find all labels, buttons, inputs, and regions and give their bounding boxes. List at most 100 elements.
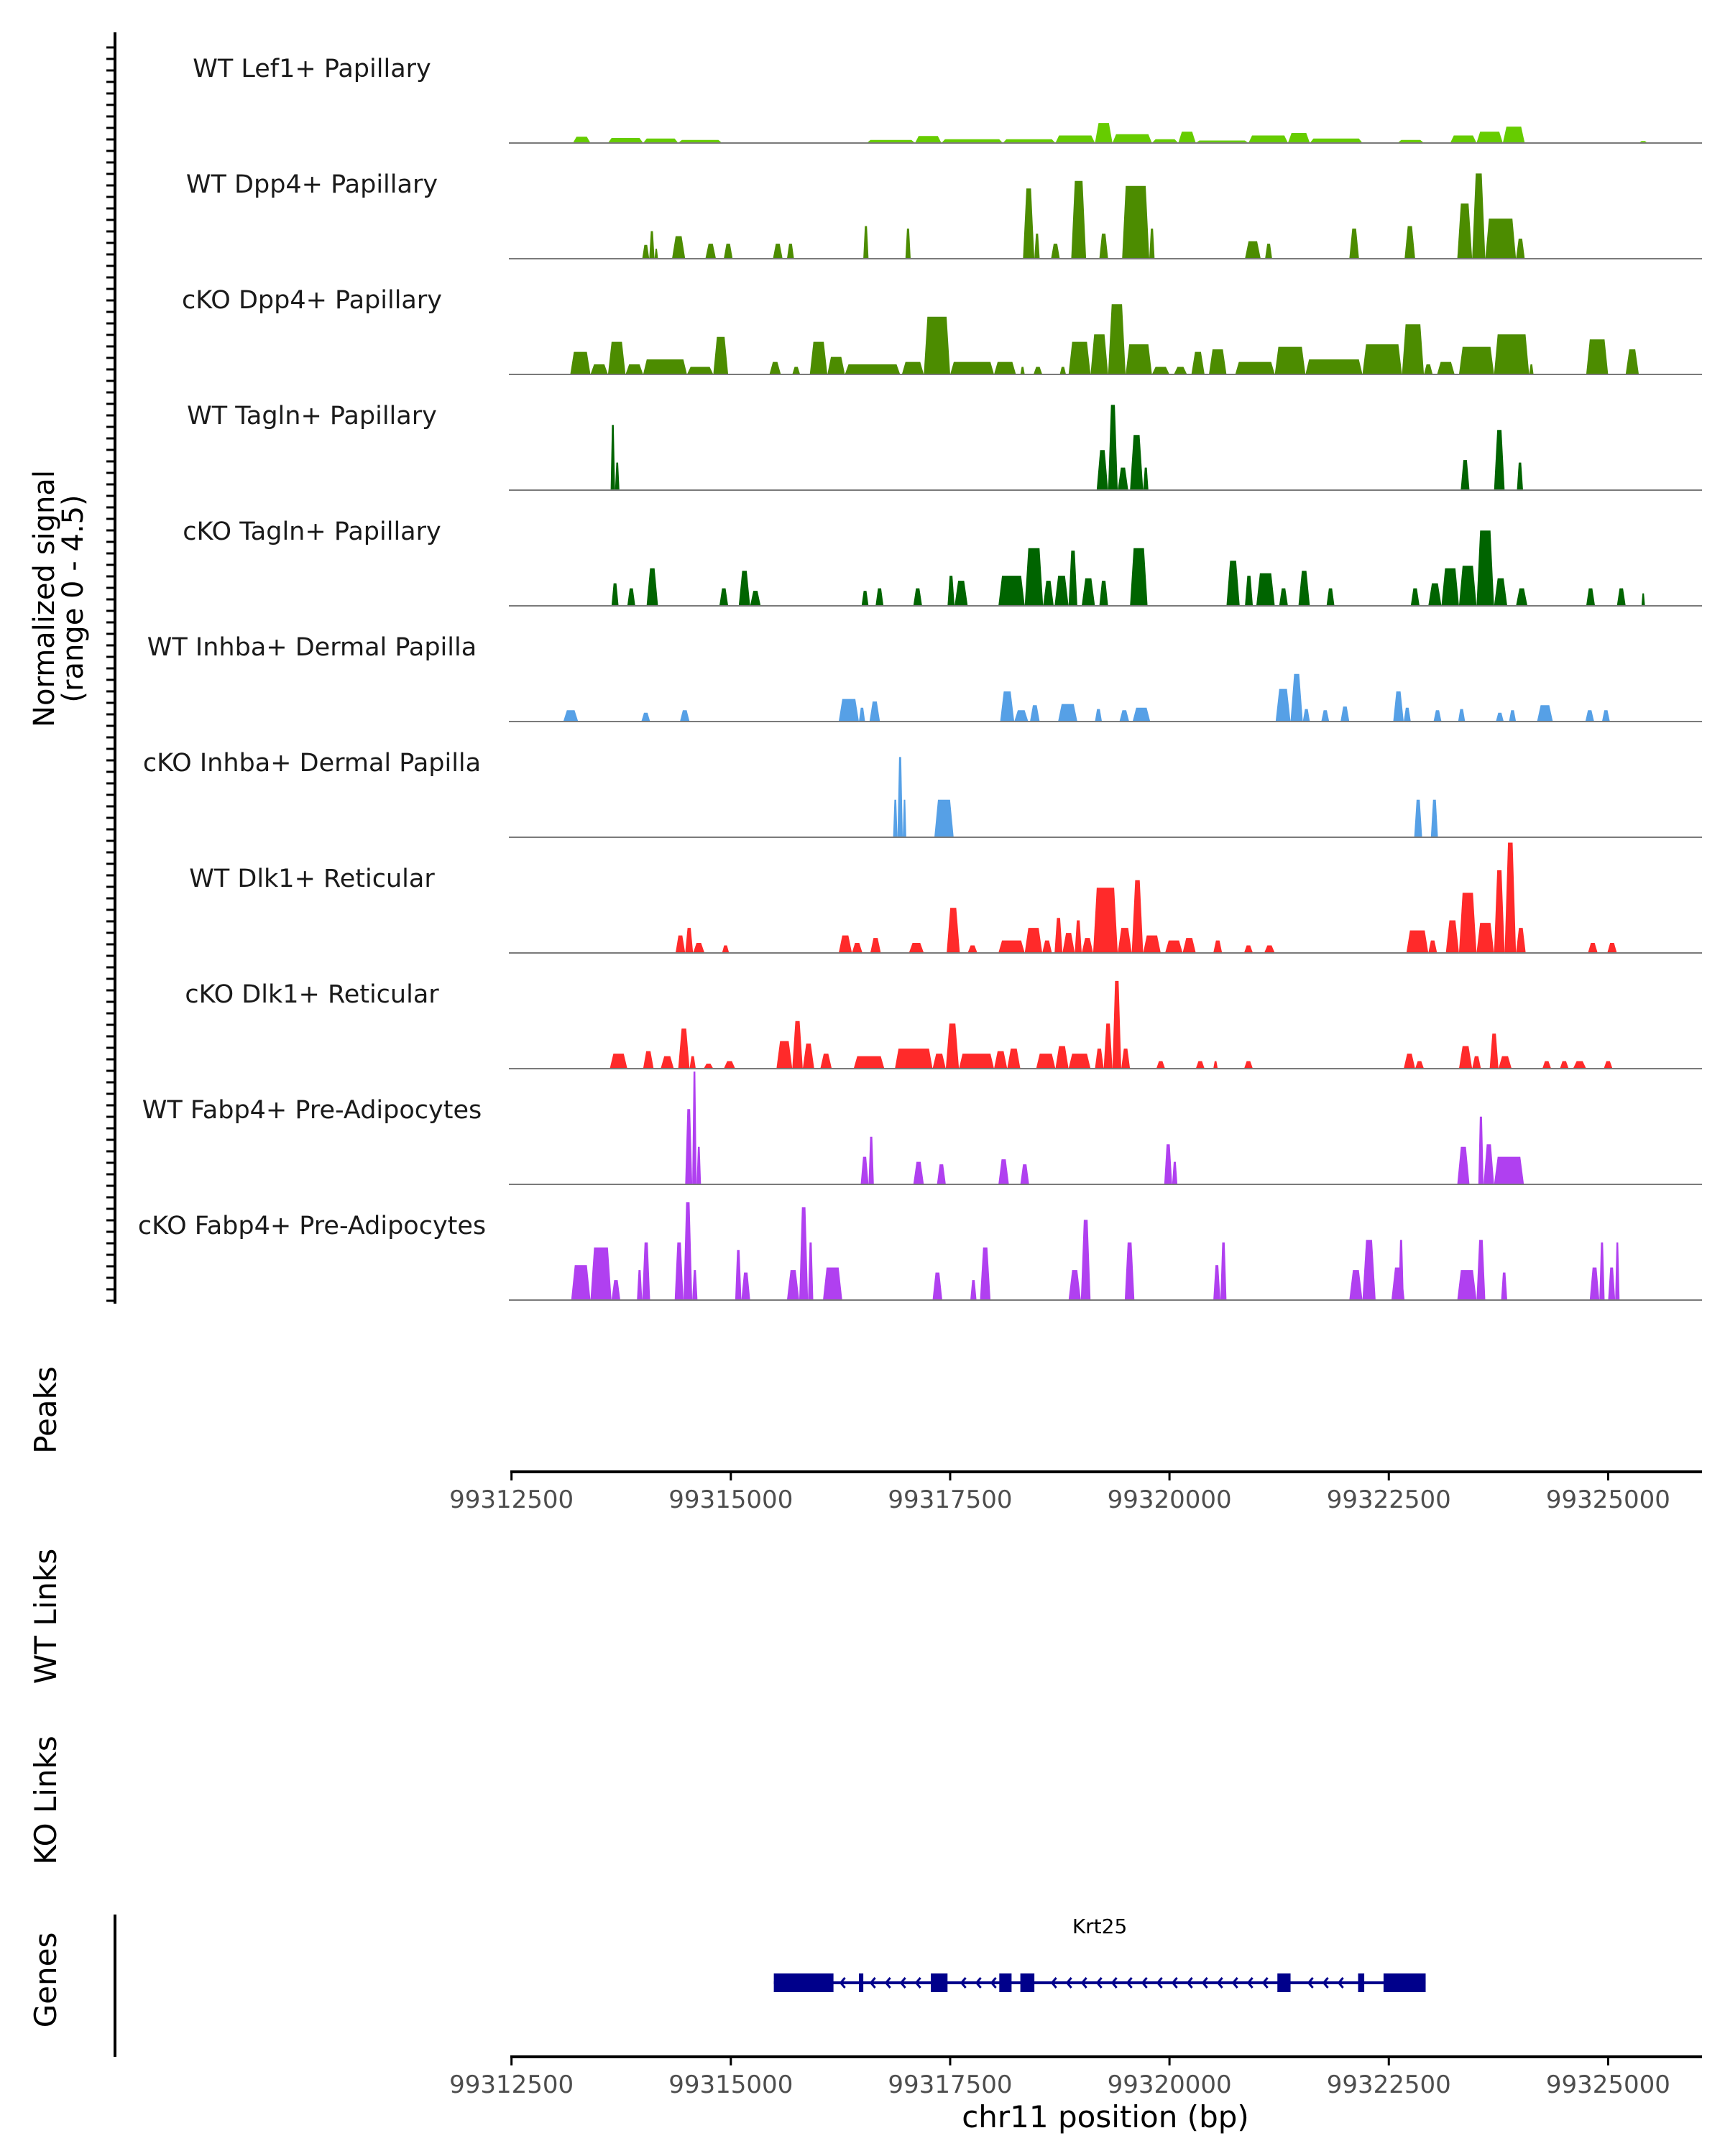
coverage-bar: [769, 361, 781, 374]
coverage-bar: [776, 1041, 793, 1069]
coverage-bar: [1108, 405, 1118, 490]
coverage-bar: [1068, 1054, 1091, 1069]
coverage-bar: [1080, 1220, 1091, 1300]
x-tick-label: 99312500: [449, 2070, 574, 2099]
coverage-bar: [1496, 712, 1504, 722]
gene-exon: [859, 1973, 864, 1992]
strand-arrow: [1156, 1977, 1163, 1989]
coverage-bar: [719, 588, 729, 606]
coverage-bar: [1020, 367, 1025, 374]
strand-arrow: [1337, 1977, 1344, 1989]
coverage-bar: [913, 1161, 924, 1184]
coverage-bar: [661, 1056, 674, 1069]
coverage-bar: [1195, 1061, 1205, 1069]
coverage-bar: [1112, 134, 1152, 143]
track-cko-fabp4-pre-adipocytes: [509, 1202, 1702, 1301]
coverage-bar: [683, 1202, 693, 1300]
coverage-bar: [1043, 581, 1054, 606]
coverage-bar: [1020, 1164, 1029, 1184]
coverage-bar: [950, 361, 994, 374]
coverage-bar: [1502, 126, 1525, 143]
coverage-bar: [901, 361, 924, 374]
coverage-bar: [1099, 234, 1108, 259]
coverage-bar: [1476, 1240, 1486, 1300]
coverage-bar: [1445, 920, 1459, 953]
gene-exon: [1277, 1973, 1291, 1992]
coverage-bar: [792, 367, 801, 374]
coverage-bar: [1051, 244, 1060, 259]
coverage-bar: [1476, 132, 1503, 143]
coverage-bar: [897, 757, 903, 837]
coverage-bar: [859, 707, 865, 722]
coverage-bar: [786, 244, 794, 259]
coverage-bar: [642, 244, 650, 259]
strand-arrow: [839, 1977, 846, 1989]
coverage-bar: [908, 943, 924, 953]
coverage-bar: [802, 1044, 814, 1069]
coverage-bar: [1235, 361, 1275, 374]
coverage-bar: [724, 244, 733, 259]
coverage-bar: [1485, 218, 1517, 259]
track-label: WT Inhba+ Dermal Papilla: [147, 633, 477, 662]
coverage-bar: [1529, 364, 1534, 374]
coverage-bar: [1122, 185, 1149, 259]
coverage-bar: [1504, 842, 1517, 953]
coverage-bar: [1476, 923, 1494, 953]
coverage-bar: [820, 1054, 832, 1069]
coverage-bar: [1265, 244, 1272, 259]
coverage-bar: [637, 1270, 643, 1300]
coverage-bar: [1472, 1056, 1481, 1069]
coverage-bar: [1298, 571, 1310, 606]
coverage-bar: [1151, 367, 1170, 374]
coverage-bar: [1586, 588, 1596, 606]
gene-label: Krt25: [1072, 1915, 1127, 1938]
coverage-bar: [967, 945, 978, 953]
gene-exon: [1020, 1973, 1035, 1992]
coverage-bar: [1149, 229, 1155, 259]
coverage-bar: [573, 137, 591, 143]
coverage-bar: [808, 1242, 814, 1300]
track-wt-dlk1-reticular: [509, 842, 1702, 954]
coverage-bar: [1424, 364, 1433, 374]
x-tick-label: 99325000: [1546, 1485, 1670, 1514]
coverage-bar: [1460, 460, 1470, 490]
coverage-bar: [713, 336, 729, 374]
coverage-bar: [1458, 893, 1477, 953]
coverage-bar: [934, 799, 954, 837]
coverage-bar: [786, 1270, 799, 1300]
coverage-bar: [696, 1146, 702, 1184]
coverage-bar: [954, 581, 968, 606]
coverage-bar: [685, 1109, 693, 1184]
coverage-bar: [1014, 710, 1029, 722]
coverage-bar: [704, 1064, 714, 1069]
coverage-bar: [1075, 920, 1082, 953]
coverage-bar: [1156, 1061, 1165, 1069]
coverage-bar: [1428, 940, 1438, 953]
coverage-bar: [870, 938, 881, 953]
track-labels: WT Lef1+ Papillary WT Dpp4+ Papillary cKO …: [138, 55, 486, 1240]
coverage-bar: [867, 139, 916, 143]
track-label: cKO Fabp4+ Pre-Adipocytes: [138, 1212, 486, 1240]
coverage-bar: [1310, 138, 1363, 143]
coverage-bar: [1287, 133, 1310, 143]
coverage-bar: [1058, 704, 1077, 722]
coverage-bar: [1484, 1144, 1494, 1184]
coverage-bar: [869, 701, 880, 722]
coverage-bar: [678, 139, 722, 143]
coverage-bar: [998, 576, 1025, 606]
coverage-bar: [947, 576, 955, 606]
strand-arrow: [1322, 1977, 1329, 1989]
coverage-bar: [1082, 938, 1093, 953]
coverage-bar: [875, 588, 884, 606]
coverage-bar: [845, 364, 901, 374]
strand-arrow: [1231, 1977, 1238, 1989]
coverage-bar: [1036, 1054, 1056, 1069]
coverage-bar: [705, 244, 717, 259]
coverage-bar: [1213, 1265, 1220, 1300]
gene-exon: [999, 1973, 1012, 1992]
strand-arrow: [1216, 1977, 1223, 1989]
coverage-bar: [735, 1250, 742, 1300]
coverage-bar: [903, 799, 906, 837]
coverage-bar: [980, 1247, 991, 1300]
coverage-bar: [1213, 1061, 1218, 1069]
